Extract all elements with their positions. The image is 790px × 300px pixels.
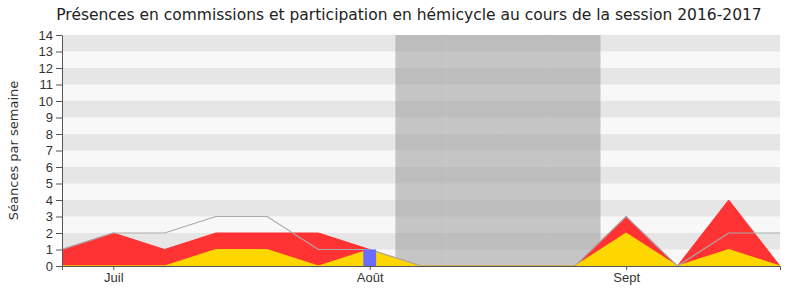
bar xyxy=(466,266,479,267)
x-tick-label: Sept xyxy=(613,270,640,285)
y-tick: 12 xyxy=(39,61,62,76)
y-tick-mark xyxy=(56,134,62,135)
bar xyxy=(415,266,428,267)
y-tick-mark xyxy=(56,200,62,201)
y-tick: 14 xyxy=(39,28,62,43)
bar xyxy=(107,266,120,267)
bar xyxy=(312,266,325,267)
y-tick: 7 xyxy=(46,143,62,158)
x-tick: Août xyxy=(357,266,384,285)
bar xyxy=(261,266,274,267)
y-tick-mark xyxy=(56,68,62,69)
y-tick: 1 xyxy=(46,242,62,257)
y-tick-mark xyxy=(56,85,62,86)
y-tick-mark xyxy=(56,250,62,251)
grid xyxy=(62,35,780,266)
x-tick-label: Août xyxy=(357,270,384,285)
bar xyxy=(363,250,376,267)
y-tick-label: 2 xyxy=(46,226,53,241)
y-tick-label: 4 xyxy=(46,193,53,208)
x-axis: Juil Août Sept xyxy=(63,266,781,285)
y-tick-mark xyxy=(56,233,62,234)
y-tick-mark xyxy=(56,35,62,36)
y-tick-label: 8 xyxy=(46,127,53,142)
bar xyxy=(620,266,633,267)
shaded-week xyxy=(498,35,549,266)
y-tick-label: 1 xyxy=(46,242,53,257)
shaded-week xyxy=(395,35,446,266)
x-tick: Juil xyxy=(104,266,124,285)
y-tick: 8 xyxy=(46,127,62,142)
y-axis-title: Séances par semaine xyxy=(6,81,21,220)
y-tick-label: 5 xyxy=(46,176,53,191)
x-tick: Sept xyxy=(613,266,640,285)
y-tick: 6 xyxy=(46,160,62,175)
x-axis-line xyxy=(63,267,781,271)
chart: 01234567891011121314JuilAoûtSeptPrésence… xyxy=(0,0,790,300)
y-tick-mark xyxy=(56,101,62,102)
y-tick-label: 0 xyxy=(46,259,53,274)
y-tick: 10 xyxy=(39,94,62,109)
y-tick-label: 7 xyxy=(46,143,53,158)
y-tick-mark xyxy=(56,118,62,119)
y-tick: 4 xyxy=(46,193,62,208)
y-tick-label: 3 xyxy=(46,209,53,224)
area xyxy=(62,200,780,266)
bar xyxy=(568,266,581,267)
bar xyxy=(209,266,222,267)
y-tick: 0 xyxy=(46,259,62,274)
shaded-week xyxy=(447,35,498,266)
bar xyxy=(722,266,735,267)
y-axis: 01234567891011121314 xyxy=(39,28,63,274)
x-tick-label: Juil xyxy=(104,270,124,285)
y-tick-mark xyxy=(56,184,62,185)
y-tick: 13 xyxy=(39,44,62,59)
y-tick-mark xyxy=(56,52,62,53)
bar xyxy=(774,266,780,267)
y-tick: 5 xyxy=(46,176,62,191)
y-tick-mark xyxy=(56,266,62,267)
y-tick: 2 xyxy=(46,226,62,241)
y-tick-label: 6 xyxy=(46,160,53,175)
y-tick-mark xyxy=(56,167,62,168)
bar xyxy=(671,266,684,267)
y-tick-mark xyxy=(56,151,62,152)
bar xyxy=(517,266,530,267)
plot-area xyxy=(62,35,780,266)
y-tick-label: 14 xyxy=(39,28,53,43)
y-tick: 3 xyxy=(46,209,62,224)
shaded-week xyxy=(549,35,600,266)
bar xyxy=(158,266,171,267)
y-tick-label: 13 xyxy=(39,44,53,59)
y-tick-label: 12 xyxy=(39,61,53,76)
y-tick: 9 xyxy=(46,110,62,125)
title: Présences en commissions et participatio… xyxy=(56,6,761,24)
y-tick-label: 11 xyxy=(40,77,54,92)
line xyxy=(62,217,780,267)
y-tick-label: 9 xyxy=(46,110,53,125)
y-axis-line xyxy=(62,36,63,267)
y-tick-mark xyxy=(56,217,62,218)
y-tick-label: 10 xyxy=(39,94,53,109)
y-tick: 11 xyxy=(40,77,63,92)
